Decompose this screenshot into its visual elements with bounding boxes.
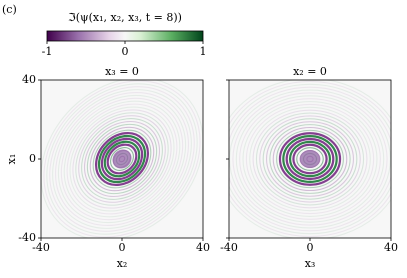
wave-ring [110, 147, 134, 171]
y-tick-label: 40 [22, 73, 36, 86]
wave-ring [75, 112, 169, 206]
y-tick-label: -40 [18, 231, 36, 244]
wave-ring [89, 126, 155, 192]
wave-ring [66, 103, 178, 215]
wave-ring [72, 109, 172, 209]
wave-ring [57, 94, 187, 224]
x-tick-label: 0 [119, 241, 126, 254]
wave-ring [255, 112, 365, 206]
heatmap-image [229, 80, 391, 238]
wave-ring [106, 143, 138, 175]
wave-ring [269, 124, 351, 194]
panel-label: (c) [2, 3, 17, 16]
wave-ring [262, 118, 358, 200]
wave-ring [235, 95, 385, 223]
wave-ring [229, 83, 391, 235]
wave-ring [103, 140, 141, 178]
wave-ring [92, 129, 152, 189]
wave-ring [282, 135, 338, 183]
x-tick-label: 0 [307, 241, 314, 254]
wave-ring [41, 80, 203, 238]
y-tick-label: 0 [29, 152, 36, 165]
wave-ring [81, 118, 163, 200]
wave-ring [265, 121, 355, 197]
x-axis-label: x₂ [117, 257, 128, 270]
wave-ring [278, 132, 342, 186]
wave-ring [285, 137, 335, 181]
wave-ring [292, 143, 328, 175]
wave-ring [296, 147, 324, 171]
wave-ring [229, 80, 391, 238]
wave-ring [242, 101, 378, 217]
x-tick-label: 40 [384, 241, 398, 254]
wave-ring [239, 98, 381, 220]
wave-ring [49, 86, 195, 232]
wave-ring [97, 134, 147, 184]
wave-ring [288, 140, 332, 178]
x-tick-label: 40 [196, 241, 210, 254]
colorbar-label: ℑ(ψ(x₁, x₂, x₃, t = 8)) [68, 11, 182, 24]
wave-ring [272, 126, 348, 192]
wave-ring [249, 106, 371, 212]
colorbar-tick-label: 0 [122, 45, 129, 58]
y-axis-label: x₁ [5, 154, 18, 165]
x-tick-label: -40 [220, 241, 238, 254]
panel-title: x₂ = 0 [293, 65, 327, 78]
core [112, 149, 132, 169]
wave-ring [46, 83, 198, 235]
wave-ring [245, 103, 375, 215]
wave-ring [83, 120, 161, 198]
wave-ring [54, 91, 190, 227]
wave-ring [60, 97, 184, 221]
wave-ring [86, 123, 158, 195]
x-axis-label: x₃ [305, 257, 316, 270]
wave-ring [78, 115, 166, 203]
wave-ring [229, 89, 391, 229]
heatmap-image [41, 80, 203, 238]
x-tick-label: -40 [32, 241, 50, 254]
wave-ring [229, 86, 391, 232]
wave-ring [43, 80, 201, 238]
wave-ring [95, 132, 149, 186]
wave-ring [252, 109, 368, 209]
wave-ring [69, 106, 175, 212]
wave-ring [232, 92, 388, 226]
wave-ring [100, 137, 144, 181]
wave-ring [276, 129, 344, 189]
colorbar-tick-label: -1 [42, 45, 53, 58]
panel-title: x₃ = 0 [105, 65, 139, 78]
wave-ring [52, 89, 192, 229]
colorbar [46, 30, 204, 42]
colorbar-tick-label: 1 [200, 45, 207, 58]
wave-ring [259, 115, 361, 203]
wave-ring [63, 100, 181, 218]
core [300, 150, 320, 168]
